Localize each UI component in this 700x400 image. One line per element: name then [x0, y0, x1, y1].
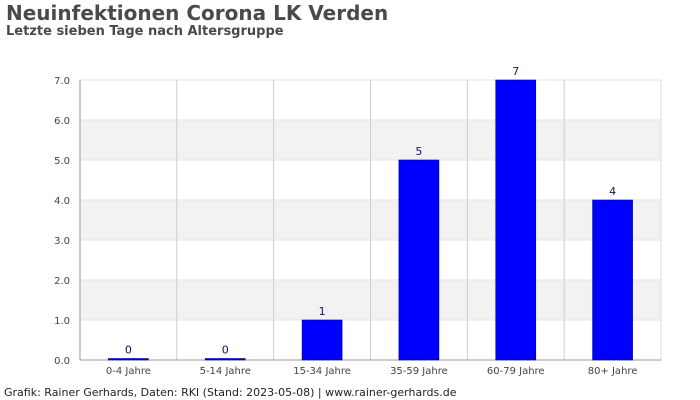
- source-footer: Grafik: Rainer Gerhards, Daten: RKI (Sta…: [4, 386, 457, 399]
- bar: [592, 199, 633, 361]
- bar-value-label: 0: [125, 344, 132, 357]
- bar-value-label: 4: [609, 185, 616, 198]
- axes: [79, 80, 661, 361]
- bar-value-label: 7: [512, 65, 519, 78]
- y-tick-label: 2.0: [54, 276, 70, 287]
- y-tick-label: 7.0: [54, 76, 70, 87]
- bar-value-label: 5: [415, 145, 422, 158]
- y-tick-label: 5.0: [54, 156, 70, 167]
- bar: [204, 358, 246, 361]
- labels: 0.0 1.0 2.0 3.0 4.0 5.0 6.0 7.0 0 0-4 Jahre 0 5-14 …: [54, 65, 637, 377]
- chart-subtitle: Letzte sieben Tage nach Altersgruppe: [6, 24, 284, 39]
- bar: [108, 358, 149, 361]
- bars: [108, 79, 633, 361]
- y-tick-label: 1.0: [54, 316, 70, 327]
- x-tick-label: 35-59 Jahre: [390, 366, 448, 377]
- x-tick-label: 0-4 Jahre: [106, 366, 151, 377]
- bar-value-label: 0: [222, 344, 229, 357]
- bar: [495, 79, 537, 361]
- x-tick-label: 5-14 Jahre: [200, 366, 251, 377]
- bar-value-label: 1: [319, 305, 326, 318]
- x-tick-label: 80+ Jahre: [588, 366, 638, 377]
- y-tick-label: 3.0: [54, 236, 70, 247]
- y-tick-label: 4.0: [54, 196, 70, 207]
- y-tick-label: 0.0: [54, 356, 70, 367]
- chart-title: Neuinfektionen Corona LK Verden: [6, 1, 389, 25]
- bar: [398, 159, 440, 361]
- x-tick-label: 15-34 Jahre: [293, 366, 351, 377]
- x-tick-label: 60-79 Jahre: [487, 366, 545, 377]
- bar: [301, 319, 343, 361]
- y-tick-label: 6.0: [54, 116, 70, 127]
